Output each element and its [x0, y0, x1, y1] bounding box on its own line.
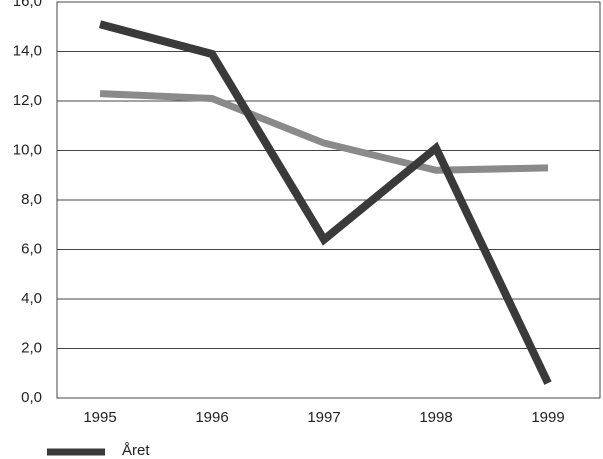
- y-tick-label: 16,0: [13, 0, 42, 10]
- y-tick-label: 14,0: [13, 42, 42, 59]
- y-tick-label: 2,0: [21, 339, 42, 356]
- x-tick-label: 1999: [531, 409, 564, 426]
- x-tick-label: 1998: [419, 409, 452, 426]
- legend-label: Året: [122, 442, 150, 459]
- y-tick-label: 0,0: [21, 389, 42, 406]
- x-tick-label: 1996: [195, 409, 228, 426]
- y-tick-label: 4,0: [21, 290, 42, 307]
- data-line: [99, 90, 549, 174]
- y-tick-label: 6,0: [21, 240, 42, 257]
- y-tick-label: 10,0: [13, 141, 42, 158]
- y-tick-label: 12,0: [13, 92, 42, 109]
- y-tick-label: 8,0: [21, 191, 42, 208]
- x-tick-label: 1995: [83, 409, 116, 426]
- data-line: [98, 20, 552, 385]
- x-tick-label: 1997: [307, 409, 340, 426]
